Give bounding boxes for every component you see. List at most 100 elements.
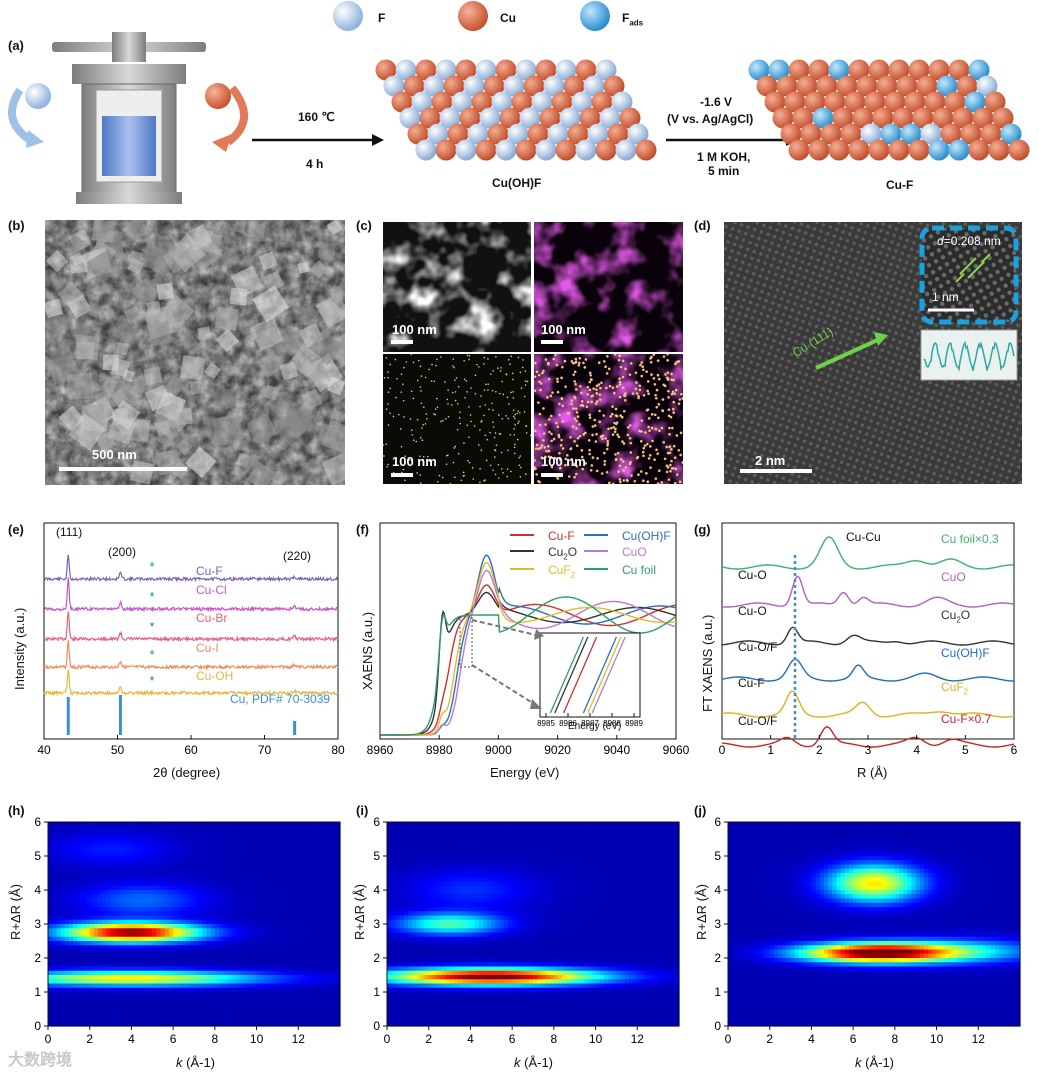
heatmap-cell: [387, 983, 392, 989]
eds-dot: [557, 433, 561, 437]
eds-dot: [412, 361, 415, 364]
heatmap-cell: [256, 996, 262, 1002]
heatmap-cell: [314, 1021, 320, 1027]
atom: [403, 75, 425, 97]
heatmap-cell: [173, 958, 178, 963]
eds-dot: [593, 418, 597, 422]
heatmap-cell: [269, 992, 274, 997]
heatmap-cell: [214, 992, 220, 997]
heatmap-cell: [148, 868, 153, 874]
heatmap-cell: [194, 919, 199, 925]
heatmap-cell: [118, 873, 124, 878]
heatmap-cell: [227, 966, 233, 972]
heatmap-cell: [420, 1017, 426, 1023]
heatmap-cell: [85, 881, 91, 887]
heatmap-cell: [314, 962, 320, 968]
heatmap-cell: [235, 847, 241, 853]
heatmap-cell: [289, 851, 295, 857]
heatmap-cell: [391, 890, 396, 895]
heatmap-cell: [289, 826, 295, 832]
sem-particle: [49, 343, 76, 369]
heatmap-cell: [277, 941, 283, 946]
heatmap-cell: [64, 941, 70, 946]
atom: [515, 59, 537, 81]
heatmap-cell: [306, 1021, 312, 1027]
heatmap-cell: [248, 966, 253, 972]
eds-dot: [387, 376, 389, 379]
heatmap-cell: [248, 843, 253, 849]
heatmap-cell: [64, 830, 70, 836]
heatmap-cell: [181, 962, 187, 968]
eds-dot: [661, 409, 664, 412]
eds-dot: [651, 439, 654, 443]
heatmap-cell: [127, 877, 133, 883]
heatmap-cell: [302, 992, 308, 997]
heatmap-cell: [260, 932, 266, 938]
eds-dot: [502, 393, 505, 396]
heatmap-cell: [168, 847, 174, 853]
wt-ytick-label: 0: [34, 1019, 41, 1033]
heatmap-cell: [403, 919, 409, 925]
heatmap-cell: [139, 970, 145, 976]
heatmap-cell: [52, 834, 57, 840]
eds-dot: [671, 407, 675, 411]
heatmap-cell: [223, 1021, 228, 1027]
heatmap-cell: [198, 1009, 203, 1014]
heatmap-cell: [135, 953, 141, 959]
eds-dot: [606, 354, 609, 358]
heatmap-cell: [60, 873, 66, 878]
heatmap-cell: [202, 915, 208, 921]
heatmap-cell: [152, 856, 158, 861]
ft-curve: [721, 726, 1015, 748]
heatmap-cell: [173, 822, 178, 827]
heatmap-cell: [127, 830, 133, 836]
heatmap-cell: [294, 992, 299, 997]
heatmap-cell: [98, 987, 103, 993]
heatmap-cell: [198, 949, 203, 955]
heatmap-cell: [387, 979, 392, 985]
sem-particle: [248, 222, 266, 240]
heatmap-cell: [173, 936, 178, 942]
heatmap-cell: [285, 919, 291, 925]
heatmap-cell: [143, 856, 149, 861]
heatmap-cell: [395, 1021, 401, 1027]
eds-dot: [433, 413, 435, 415]
heatmap-cell: [244, 945, 249, 951]
heatmap-cell: [239, 928, 245, 934]
heatmap-cell: [387, 843, 392, 849]
eds-dot: [419, 386, 422, 388]
heatmap-cell: [106, 898, 112, 904]
heatmap-cell: [110, 860, 116, 866]
heatmap-cell: [52, 907, 57, 912]
heatmap-cell: [248, 919, 253, 925]
heatmap-cell: [399, 970, 405, 976]
heatmap-cell: [73, 907, 78, 912]
heatmap-cell: [302, 1021, 308, 1027]
heatmap-cell: [60, 911, 66, 917]
heatmap-cell: [227, 851, 233, 857]
eds-dot: [579, 384, 582, 388]
xrd-series-cui: Cu-I: [196, 641, 219, 655]
heatmap-cell: [323, 1013, 329, 1019]
heatmap-cell: [85, 902, 91, 908]
heatmap-cell: [327, 868, 333, 874]
heatmap-cell: [227, 992, 233, 997]
heatmap-cell: [173, 881, 178, 887]
heatmap-cell: [164, 1021, 170, 1027]
heatmap-cell: [289, 915, 295, 921]
heatmap-cell: [219, 894, 224, 900]
heatmap-cell: [73, 822, 78, 827]
sem-particle: [68, 413, 106, 451]
eds-dot: [403, 416, 405, 418]
heatmap-cell: [210, 877, 216, 883]
heatmap-cell: [269, 1004, 274, 1010]
heatmap-cell: [73, 860, 78, 866]
heatmap-cell: [173, 1004, 178, 1010]
heatmap-cell: [139, 992, 145, 997]
eds-dot: [434, 413, 436, 416]
heatmap-cell: [68, 915, 74, 921]
heatmap-cell: [98, 877, 103, 883]
heatmap-cell: [403, 915, 409, 921]
heatmap-cell: [387, 860, 392, 866]
heatmap-cell: [152, 1017, 158, 1023]
